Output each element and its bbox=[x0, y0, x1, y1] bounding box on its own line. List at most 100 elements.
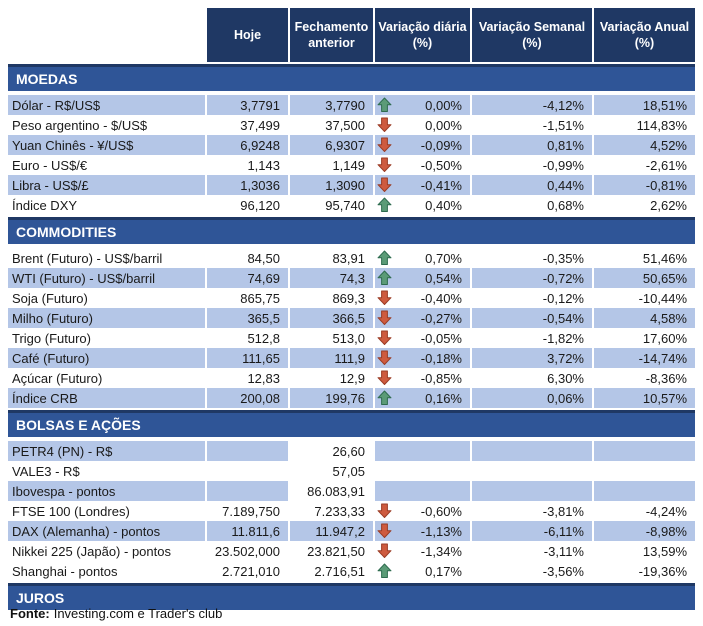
arrow-down-icon bbox=[377, 523, 392, 538]
arrow-down-icon bbox=[377, 503, 392, 518]
variacao-anual-value: 10,57% bbox=[592, 388, 695, 408]
fechamento-value: 57,05 bbox=[288, 461, 373, 481]
variacao-anual-value: -10,44% bbox=[592, 288, 695, 308]
fechamento-value: 26,60 bbox=[288, 441, 373, 461]
variacao-diaria-value: 0,00% bbox=[373, 95, 470, 115]
variacao-anual-value: -8,36% bbox=[592, 368, 695, 388]
hoje-value bbox=[205, 461, 288, 481]
variacao-diaria-value: 0,16% bbox=[373, 388, 470, 408]
variacao-diaria-value: -1,13% bbox=[373, 521, 470, 541]
hoje-value: 11.811,6 bbox=[205, 521, 288, 541]
hoje-value: 96,120 bbox=[205, 195, 288, 215]
row-label: Nikkei 225 (Japão) - pontos bbox=[8, 541, 205, 561]
variacao-anual-value: 50,65% bbox=[592, 268, 695, 288]
variacao-diaria-value: -0,41% bbox=[373, 175, 470, 195]
hoje-value: 37,499 bbox=[205, 115, 288, 135]
arrow-up-icon bbox=[377, 270, 392, 285]
row-label: Peso argentino - $/US$ bbox=[8, 115, 205, 135]
variacao-diaria-value: -0,05% bbox=[373, 328, 470, 348]
section-header-moedas: MOEDAS bbox=[8, 64, 695, 91]
fechamento-value: 95,740 bbox=[288, 195, 373, 215]
table-row: Yuan Chinês - ¥/US$ 6,9248 6,9307 -0,09% 0,8… bbox=[8, 135, 695, 155]
fechamento-value: 869,3 bbox=[288, 288, 373, 308]
arrow-down-icon bbox=[377, 177, 392, 192]
row-label: Libra - US$/£ bbox=[8, 175, 205, 195]
fechamento-value: 74,3 bbox=[288, 268, 373, 288]
section-header-commodities: COMMODITIES bbox=[8, 217, 695, 244]
table-row: Dólar - R$/US$ 3,7791 3,7790 0,00% -4,12% 18,… bbox=[8, 95, 695, 115]
variacao-semanal-value: 0,81% bbox=[470, 135, 592, 155]
row-label: Brent (Futuro) - US$/barril bbox=[8, 248, 205, 268]
variacao-semanal-value: 3,72% bbox=[470, 348, 592, 368]
arrow-down-icon bbox=[377, 157, 392, 172]
table-row: Libra - US$/£ 1,3036 1,3090 -0,41% 0,44% -0,8… bbox=[8, 175, 695, 195]
variacao-diaria-value: 0,00% bbox=[373, 115, 470, 135]
variacao-anual-value: 17,60% bbox=[592, 328, 695, 348]
arrow-down-icon bbox=[377, 117, 392, 132]
variacao-anual-value: -14,74% bbox=[592, 348, 695, 368]
variacao-anual-value: 13,59% bbox=[592, 541, 695, 561]
table-row: Trigo (Futuro) 512,8 513,0 -0,05% -1,82% 17,6… bbox=[8, 328, 695, 348]
variacao-diaria-value: 0,17% bbox=[373, 561, 470, 581]
arrow-down-icon bbox=[377, 370, 392, 385]
variacao-diaria-value: -1,34% bbox=[373, 541, 470, 561]
row-label: Milho (Futuro) bbox=[8, 308, 205, 328]
section-header-juros: JUROS bbox=[8, 583, 695, 610]
row-label: Euro - US$/€ bbox=[8, 155, 205, 175]
fechamento-value: 3,7790 bbox=[288, 95, 373, 115]
fechamento-value: 199,76 bbox=[288, 388, 373, 408]
row-label: PETR4 (PN) - R$ bbox=[8, 441, 205, 461]
fechamento-value: 6,9307 bbox=[288, 135, 373, 155]
variacao-diaria-value: 0,70% bbox=[373, 248, 470, 268]
variacao-anual-value: -8,98% bbox=[592, 521, 695, 541]
hoje-value bbox=[205, 481, 288, 501]
table-row: DAX (Alemanha) - pontos 11.811,6 11.947,2-… bbox=[8, 521, 695, 541]
variacao-anual-value: 2,62% bbox=[592, 195, 695, 215]
table-row: Índice DXY 96,120 95,740 0,40% 0,68% 2,62% bbox=[8, 195, 695, 215]
row-label: Açúcar (Futuro) bbox=[8, 368, 205, 388]
variacao-anual-value: 4,58% bbox=[592, 308, 695, 328]
table-row: WTI (Futuro) - US$/barril 74,69 74,3 0,54% -… bbox=[8, 268, 695, 288]
hoje-value: 365,5 bbox=[205, 308, 288, 328]
variacao-diaria-value: -0,60% bbox=[373, 501, 470, 521]
variacao-diaria-value: 0,40% bbox=[373, 195, 470, 215]
hoje-value: 865,75 bbox=[205, 288, 288, 308]
fechamento-value: 366,5 bbox=[288, 308, 373, 328]
arrow-down-icon bbox=[377, 350, 392, 365]
variacao-anual-value: -4,24% bbox=[592, 501, 695, 521]
fechamento-value: 37,500 bbox=[288, 115, 373, 135]
table-row: Shanghai - pontos 2.721,010 2.716,51 0,17% -… bbox=[8, 561, 695, 581]
table-row: Soja (Futuro) 865,75 869,3 -0,40% -0,12% -10,… bbox=[8, 288, 695, 308]
table-row: Euro - US$/€ 1,143 1,149 -0,50% -0,99% -2,61% bbox=[8, 155, 695, 175]
source-text: Investing.com e Trader's club bbox=[53, 606, 223, 621]
column-header-fechamento: Fechamento anterior bbox=[288, 8, 373, 62]
table-row: PETR4 (PN) - R$ 26,60 bbox=[8, 441, 695, 461]
row-label: Índice DXY bbox=[8, 195, 205, 215]
fechamento-value: 7.233,33 bbox=[288, 501, 373, 521]
source-label: Fonte: bbox=[10, 606, 50, 621]
variacao-semanal-value: -0,12% bbox=[470, 288, 592, 308]
variacao-diaria-value: -0,40% bbox=[373, 288, 470, 308]
fechamento-value: 11.947,2 bbox=[288, 521, 373, 541]
variacao-semanal-value: 6,30% bbox=[470, 368, 592, 388]
variacao-semanal-value: 0,68% bbox=[470, 195, 592, 215]
arrow-up-icon bbox=[377, 197, 392, 212]
fechamento-value: 1,149 bbox=[288, 155, 373, 175]
table-row: FTSE 100 (Londres) 7.189,750 7.233,33 -0,60… bbox=[8, 501, 695, 521]
variacao-semanal-value: -0,99% bbox=[470, 155, 592, 175]
row-label: FTSE 100 (Londres) bbox=[8, 501, 205, 521]
variacao-semanal-value: -6,11% bbox=[470, 521, 592, 541]
hoje-value: 6,9248 bbox=[205, 135, 288, 155]
hoje-value: 1,143 bbox=[205, 155, 288, 175]
arrow-up-icon bbox=[377, 250, 392, 265]
row-label: WTI (Futuro) - US$/barril bbox=[8, 268, 205, 288]
variacao-semanal-value bbox=[470, 441, 592, 461]
hoje-value: 200,08 bbox=[205, 388, 288, 408]
hoje-value: 512,8 bbox=[205, 328, 288, 348]
variacao-anual-value: 18,51% bbox=[592, 95, 695, 115]
row-label: Trigo (Futuro) bbox=[8, 328, 205, 348]
table-row: Café (Futuro) 111,65 111,9 -0,18% 3,72% -14,7… bbox=[8, 348, 695, 368]
variacao-semanal-value bbox=[470, 481, 592, 501]
hoje-value: 12,83 bbox=[205, 368, 288, 388]
